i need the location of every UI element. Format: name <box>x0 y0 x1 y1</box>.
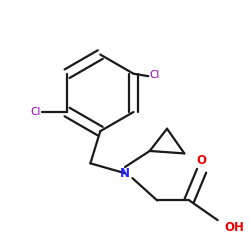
Text: Cl: Cl <box>150 70 160 80</box>
Text: N: N <box>120 167 130 180</box>
Text: OH: OH <box>224 221 244 234</box>
Text: O: O <box>197 154 207 167</box>
Text: Cl: Cl <box>31 107 41 117</box>
